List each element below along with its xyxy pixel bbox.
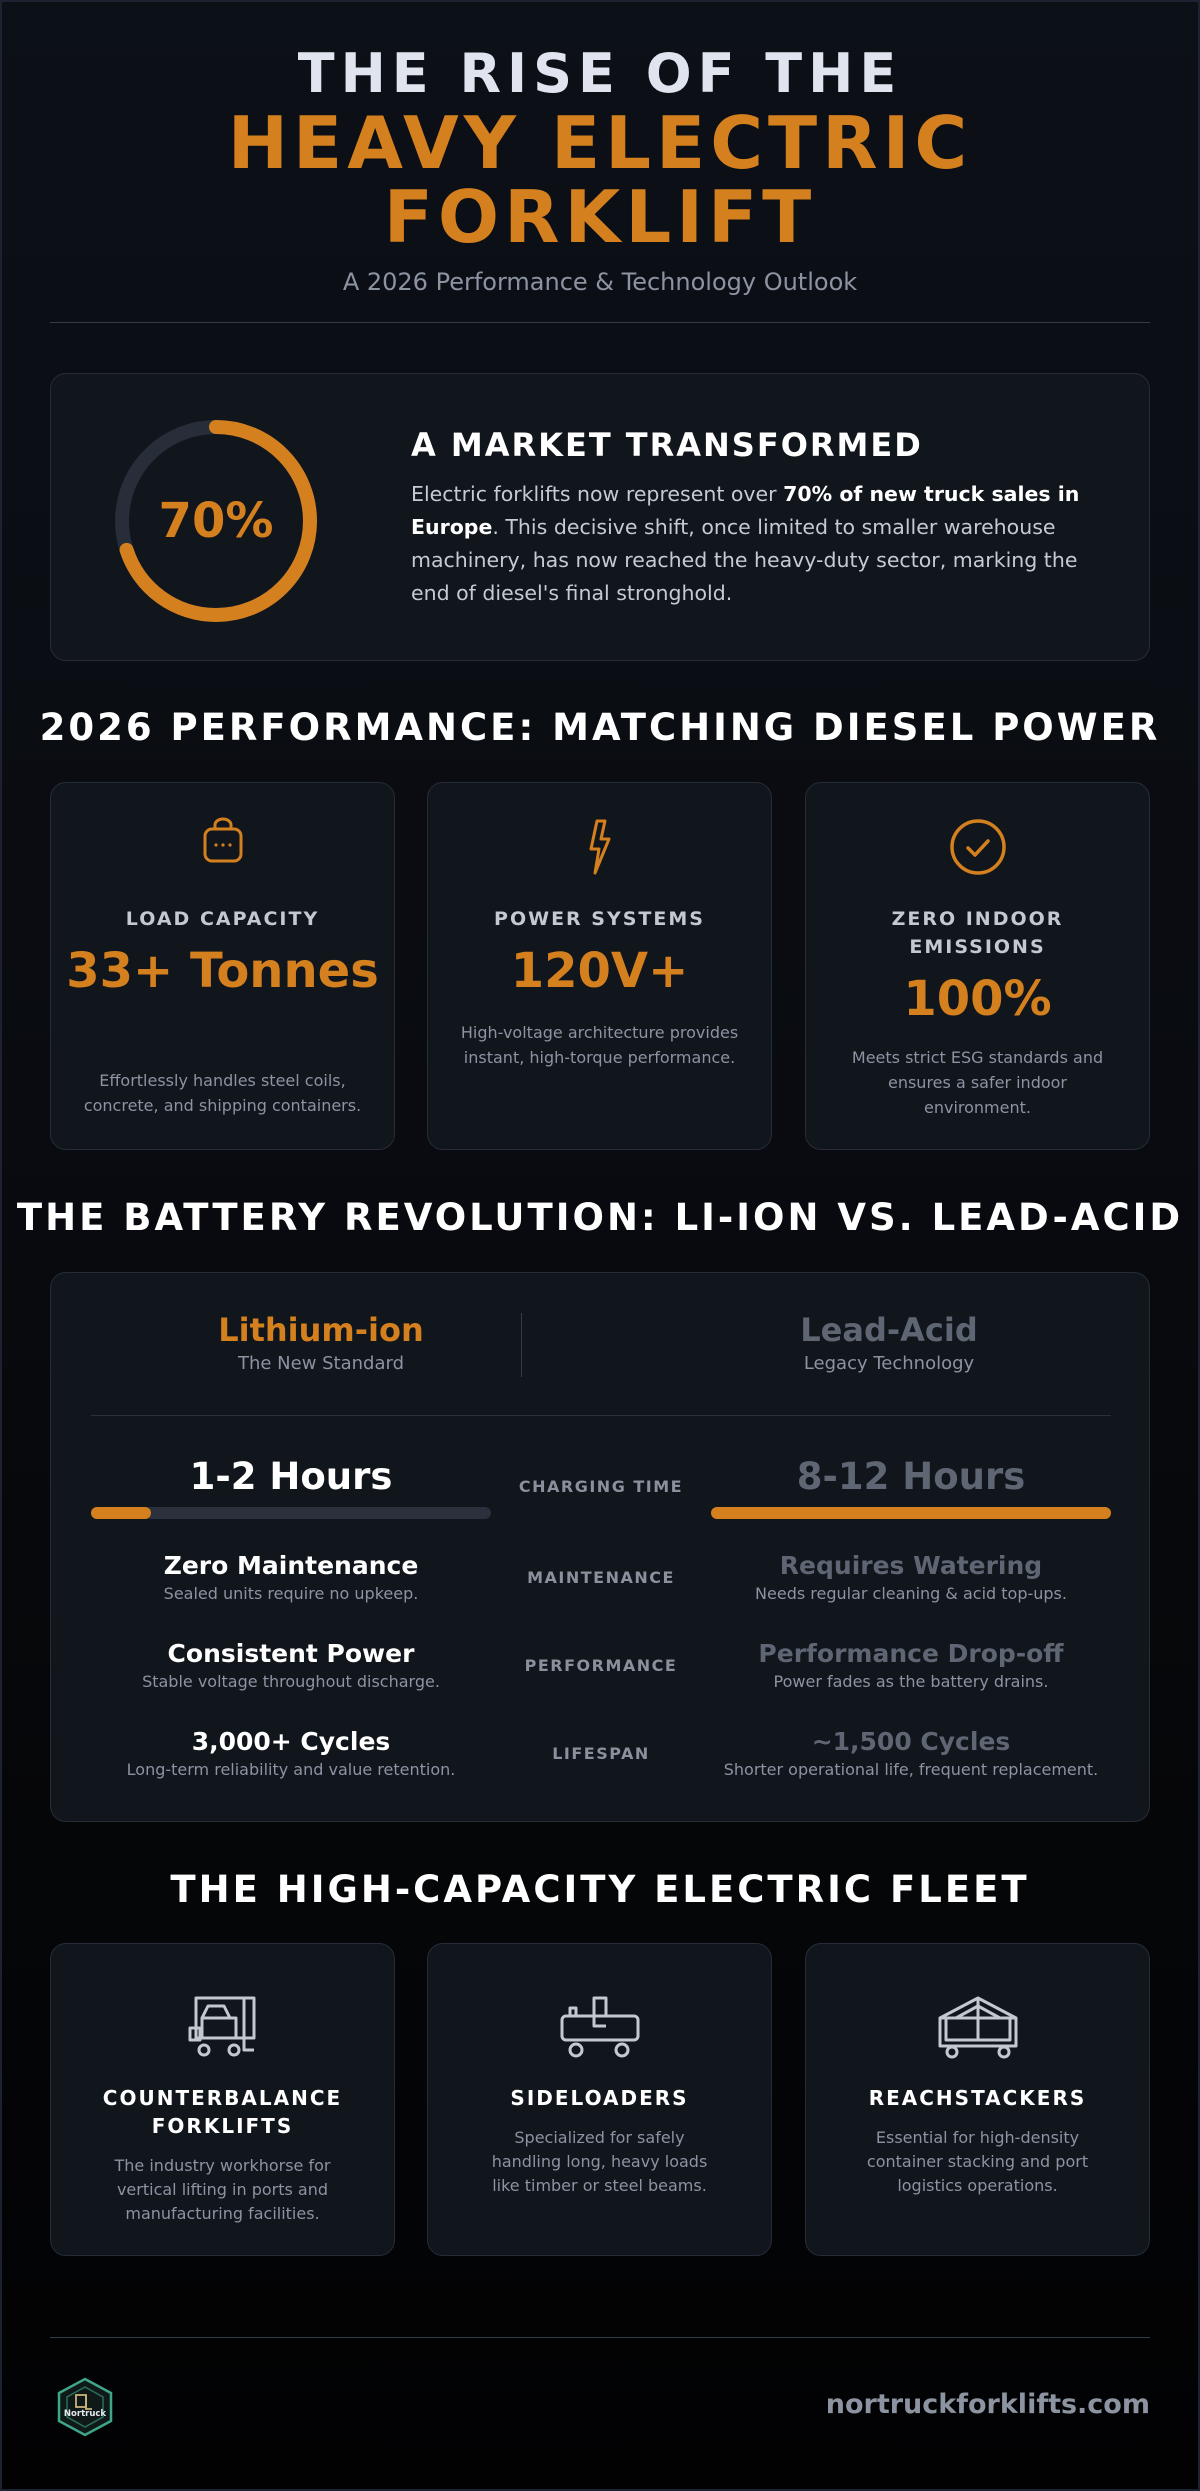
lead-acid-charging: 8-12 Hours: [796, 1455, 1026, 1498]
row-sub: Long-term reliability and value retentio…: [126, 1760, 456, 1779]
donut-percent: 70%: [158, 493, 274, 549]
market-text-bold: 70% of new truck sales in Europe: [411, 482, 1080, 539]
perf-value: 33+ Tonnes: [66, 943, 379, 999]
performance-label: PERFORMANCE: [524, 1656, 678, 1675]
reachstacker-icon: [806, 1994, 1149, 2064]
fleet-desc: The industry workhorse for vertical lift…: [114, 2156, 331, 2223]
title-line-1: THE RISE OF THE: [297, 42, 903, 105]
market-text-a: Electric forklifts now represent over: [411, 482, 784, 506]
lead-acid-charge-bar: [711, 1507, 1111, 1519]
performance-title: 2026 PERFORMANCE: MATCHING DIESEL POWER: [39, 706, 1161, 749]
lead-acid-tag: Legacy Technology: [803, 1353, 975, 1374]
fleet-label: REACHSTACKERS: [868, 2086, 1087, 2110]
li-ion-performance: Consistent Power Stable voltage througho…: [91, 1639, 491, 1691]
lifespan-label: LIFESPAN: [552, 1744, 650, 1763]
fleet-card-counterbalance: COUNTERBALANCE FORKLIFTS The industry wo…: [50, 1943, 395, 2256]
perf-value: 100%: [903, 971, 1052, 1027]
fleet-desc: Specialized for safely handling long, he…: [491, 2128, 708, 2195]
perf-label: LOAD CAPACITY: [125, 908, 320, 930]
fleet-desc: Essential for high-density container sta…: [866, 2128, 1089, 2195]
perf-label: POWER SYSTEMS: [494, 908, 705, 930]
donut-arc: [115, 420, 317, 622]
perf-label: ZERO INDOOR EMISSIONS: [891, 908, 1064, 958]
title-line-3: FORKLIFT: [383, 175, 817, 259]
li-ion-name: Lithium-ion: [218, 1311, 424, 1349]
fleet-card-reachstackers: REACHSTACKERS Essential for high-density…: [805, 1943, 1150, 2256]
row-title: 3,000+ Cycles: [191, 1727, 391, 1756]
li-ion-maintenance: Zero Maintenance Sealed units require no…: [91, 1551, 491, 1603]
fleet-card-sideloaders: SIDELOADERS Specialized for safely handl…: [427, 1943, 772, 2256]
perf-card-power: POWER SYSTEMS 120V+ High-voltage archite…: [427, 782, 772, 1150]
perf-card-emissions: ZERO INDOOR EMISSIONS 100% Meets strict …: [805, 782, 1150, 1150]
battery-divider: [91, 1415, 1111, 1416]
lead-acid-header: Lead-Acid Legacy Technology: [649, 1311, 1129, 1374]
header-divider: [521, 1313, 522, 1377]
battery-card: Lithium-ion The New Standard Lead-Acid L…: [50, 1272, 1150, 1822]
counterbalance-forklift-icon: [51, 1994, 394, 2064]
nortruck-logo: Nortruck: [52, 2375, 118, 2439]
perf-desc: High-voltage architecture provides insta…: [460, 1023, 739, 1067]
perf-card-load: LOAD CAPACITY 33+ Tonnes Effortlessly ha…: [50, 782, 395, 1150]
sideloader-icon: [428, 1994, 771, 2064]
row-title: Requires Watering: [779, 1551, 1043, 1580]
market-text-b: . This decisive shift, once limited to s…: [411, 515, 1078, 605]
row-title: ~1,500 Cycles: [811, 1727, 1011, 1756]
row-sub: Needs regular cleaning & acid top-ups.: [755, 1584, 1067, 1603]
li-ion-tag: The New Standard: [237, 1353, 405, 1374]
fleet-label: SIDELOADERS: [510, 2086, 689, 2110]
market-text: Electric forklifts now represent over 70…: [411, 478, 1091, 610]
lead-acid-lifespan: ~1,500 Cycles Shorter operational life, …: [711, 1727, 1111, 1779]
perf-desc: Effortlessly handles steel coils, concre…: [83, 1071, 362, 1115]
check-circle-icon: [806, 817, 1149, 879]
row-title: Performance Drop-off: [758, 1639, 1064, 1668]
lead-acid-name: Lead-Acid: [800, 1311, 978, 1349]
charging-label: CHARGING TIME: [518, 1477, 684, 1496]
perf-desc: Meets strict ESG standards and ensures a…: [851, 1048, 1104, 1117]
fleet-title: THE HIGH-CAPACITY ELECTRIC FLEET: [170, 1868, 1030, 1911]
row-sub: Power fades as the battery drains.: [773, 1672, 1049, 1691]
weight-icon: [51, 817, 394, 879]
li-ion-charge-fill: [91, 1507, 151, 1519]
lead-acid-performance: Performance Drop-off Power fades as the …: [711, 1639, 1111, 1691]
row-title: Consistent Power: [167, 1639, 415, 1668]
perf-value: 120V+: [510, 943, 689, 999]
li-ion-charge-bar: [91, 1507, 491, 1519]
lead-acid-maintenance: Requires Watering Needs regular cleaning…: [711, 1551, 1111, 1603]
subtitle: A 2026 Performance & Technology Outlook: [342, 268, 858, 296]
li-ion-lifespan: 3,000+ Cycles Long-term reliability and …: [91, 1727, 491, 1779]
li-ion-header: Lithium-ion The New Standard: [81, 1311, 561, 1374]
market-share-donut: [115, 420, 317, 622]
website-link[interactable]: nortruckforklifts.com: [825, 2389, 1150, 2420]
market-title: A MARKET TRANSFORMED: [411, 426, 923, 464]
header-divider: [50, 322, 1150, 323]
header: THE RISE OF THE HEAVY ELECTRIC FORKLIFT …: [0, 42, 1200, 296]
battery-title: THE BATTERY REVOLUTION: LI-ION VS. LEAD-…: [16, 1196, 1184, 1239]
li-ion-charging: 1-2 Hours: [189, 1455, 393, 1498]
lead-acid-charge-fill: [711, 1507, 1111, 1519]
row-sub: Stable voltage throughout discharge.: [142, 1672, 440, 1691]
title-line-2: HEAVY ELECTRIC: [227, 101, 973, 185]
market-card: 70% A MARKET TRANSFORMED Electric forkli…: [50, 373, 1150, 661]
fleet-label: COUNTERBALANCE FORKLIFTS: [102, 2086, 343, 2138]
row-title: Zero Maintenance: [163, 1551, 419, 1580]
lightning-icon: [428, 817, 771, 879]
row-sub: Sealed units require no upkeep.: [163, 1584, 419, 1603]
footer-divider: [50, 2337, 1150, 2338]
maintenance-label: MAINTENANCE: [527, 1568, 675, 1587]
row-sub: Shorter operational life, frequent repla…: [723, 1760, 1099, 1779]
logo-text: Nortruck: [64, 2409, 106, 2419]
